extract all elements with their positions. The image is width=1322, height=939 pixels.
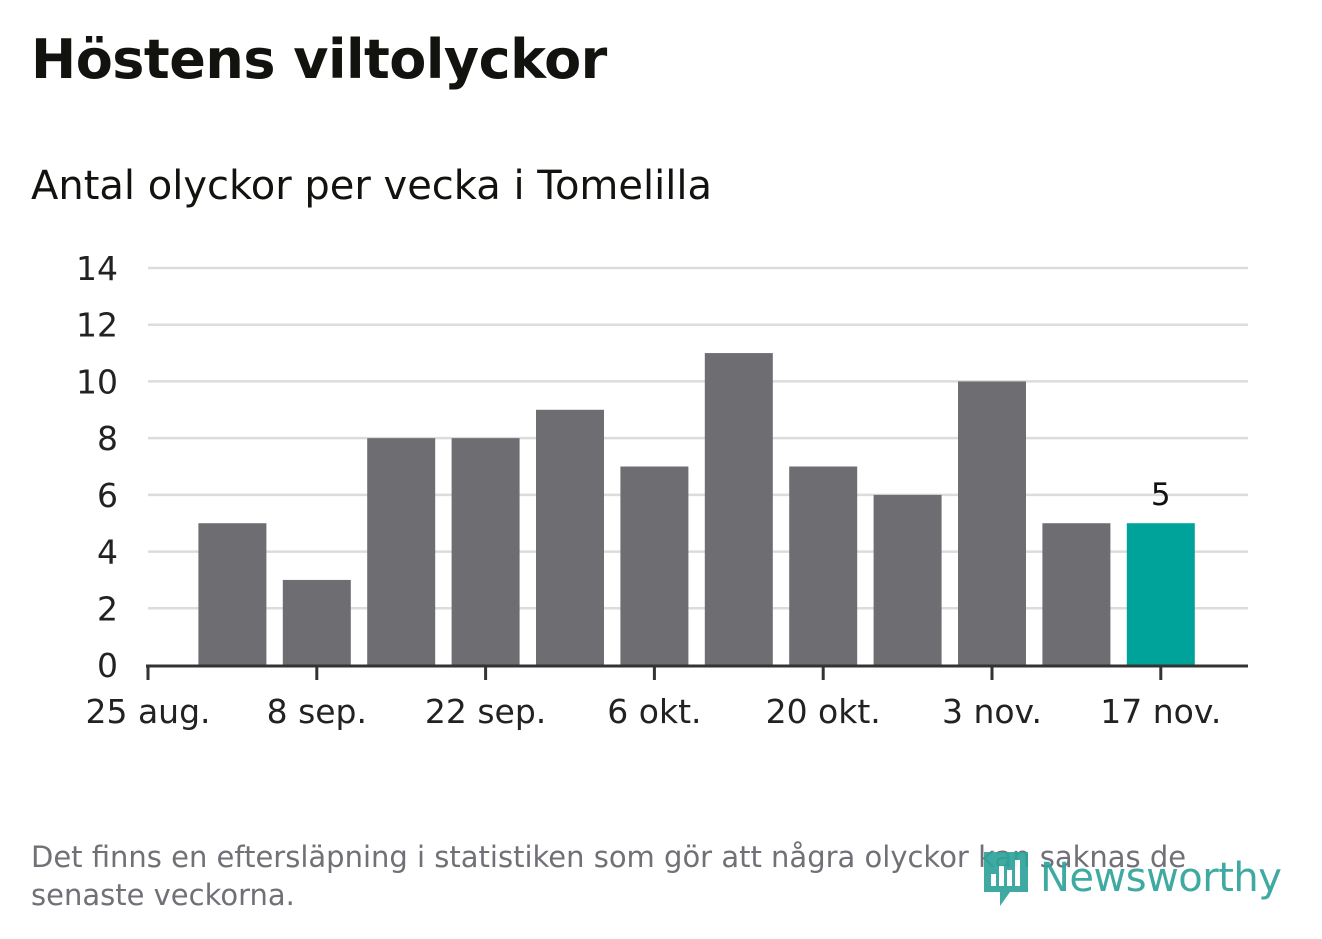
x-axis: 25 aug. 8 sep. 22 sep. 6 okt. 20 okt. 3 nov. 1… xyxy=(85,664,1248,731)
bar xyxy=(536,409,604,665)
brand-name: Newsworthy xyxy=(1040,855,1282,901)
bar xyxy=(789,466,858,665)
chart-title: Höstens viltolyckor xyxy=(31,28,607,91)
y-tick-label: 4 xyxy=(97,533,118,572)
data-label: 5 xyxy=(1151,477,1171,513)
x-tick-label: 8 sep. xyxy=(267,692,367,731)
bar xyxy=(1042,523,1111,665)
bar xyxy=(282,579,351,665)
bar xyxy=(451,438,520,665)
y-tick-label: 12 xyxy=(76,306,118,345)
bar xyxy=(704,353,773,665)
bar xyxy=(620,466,689,665)
y-axis-ticks: 0 2 4 6 8 10 12 14 xyxy=(76,249,118,685)
x-tick-label: 17 nov. xyxy=(1100,692,1221,731)
y-tick-label: 2 xyxy=(97,589,118,628)
x-tick-label: 6 okt. xyxy=(607,692,701,731)
y-tick-label: 14 xyxy=(76,249,118,288)
brand-logo: Newsworthy xyxy=(980,846,1282,910)
bar xyxy=(367,438,436,665)
bar-highlighted xyxy=(1126,523,1195,665)
y-tick-label: 8 xyxy=(97,419,118,458)
x-tick-label: 25 aug. xyxy=(85,692,210,731)
bars xyxy=(198,353,1195,665)
x-tick-label: 22 sep. xyxy=(425,692,546,731)
bar xyxy=(873,494,942,665)
bar xyxy=(958,381,1026,665)
newsworthy-logo-icon xyxy=(984,852,1028,906)
x-tick-label: 20 okt. xyxy=(766,692,881,731)
data-labels: 5 xyxy=(1151,477,1171,513)
y-tick-label: 6 xyxy=(97,476,118,515)
bar-chart: 0 2 4 6 8 10 12 14 5 25 aug. 8 sep. 22 sep. 6 okt.… xyxy=(76,249,1248,731)
x-tick-label: 3 nov. xyxy=(942,692,1042,731)
bar xyxy=(198,523,267,665)
y-tick-label: 0 xyxy=(97,646,118,685)
y-tick-label: 10 xyxy=(76,362,118,401)
chart-subtitle: Antal olyckor per vecka i Tomelilla xyxy=(31,163,712,209)
